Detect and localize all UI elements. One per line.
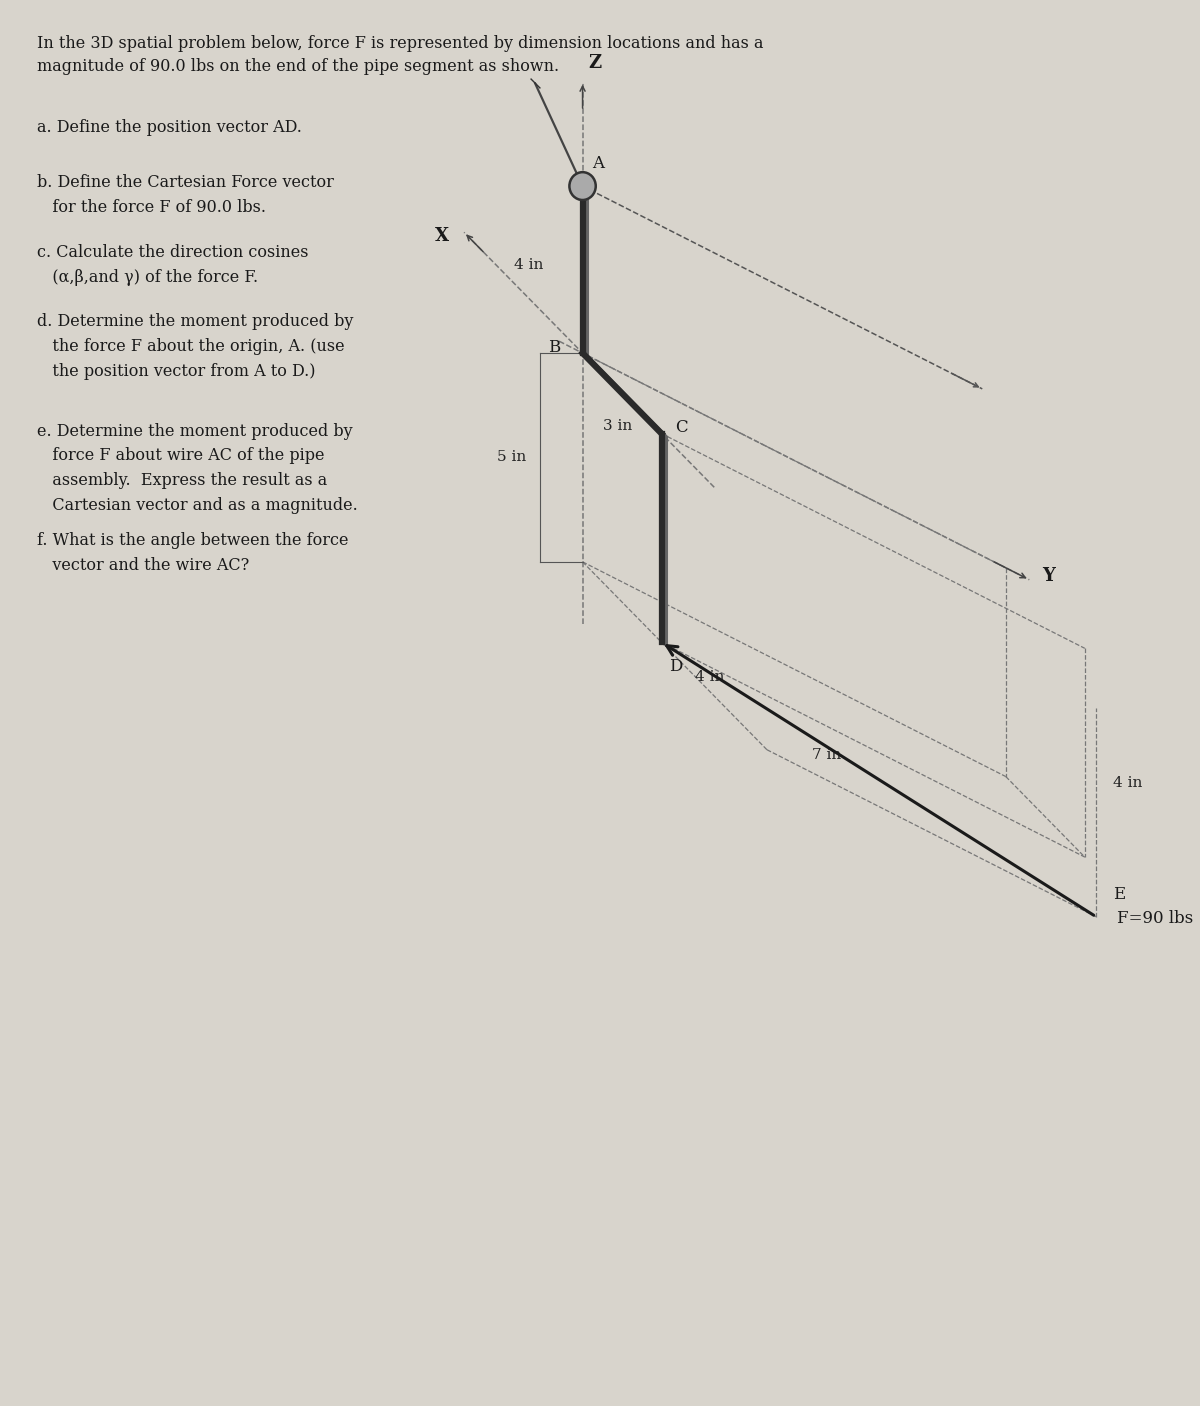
Text: In the 3D spatial problem below, force F is represented by dimension locations a: In the 3D spatial problem below, force F…: [37, 35, 763, 76]
Text: E: E: [1114, 886, 1126, 903]
Text: 4 in: 4 in: [514, 257, 544, 271]
Text: e. Determine the moment produced by
   force F about wire AC of the pipe
   asse: e. Determine the moment produced by forc…: [37, 423, 358, 515]
Text: D: D: [670, 658, 683, 675]
Text: 4 in: 4 in: [1114, 776, 1142, 790]
Text: X: X: [434, 228, 449, 245]
Text: b. Define the Cartesian Force vector
   for the force F of 90.0 lbs.: b. Define the Cartesian Force vector for…: [37, 174, 334, 217]
Text: 5 in: 5 in: [497, 450, 526, 464]
Text: c. Calculate the direction cosines
   (α,β,and γ) of the force F.: c. Calculate the direction cosines (α,β,…: [37, 243, 308, 285]
Text: a. Define the position vector AD.: a. Define the position vector AD.: [37, 120, 302, 136]
Text: f. What is the angle between the force
   vector and the wire AC?: f. What is the angle between the force v…: [37, 531, 348, 574]
Text: Y: Y: [1043, 567, 1055, 585]
Text: 3 in: 3 in: [602, 419, 632, 433]
Text: Z: Z: [588, 53, 601, 72]
Circle shape: [570, 172, 595, 200]
Text: 4 in: 4 in: [695, 671, 725, 685]
Text: F=90 lbs: F=90 lbs: [1117, 910, 1193, 927]
Text: d. Determine the moment produced by
   the force F about the origin, A. (use
   : d. Determine the moment produced by the …: [37, 314, 354, 380]
Text: 7 in: 7 in: [811, 748, 841, 762]
Text: A: A: [592, 155, 604, 172]
Text: C: C: [674, 419, 688, 436]
Text: B: B: [547, 339, 560, 356]
